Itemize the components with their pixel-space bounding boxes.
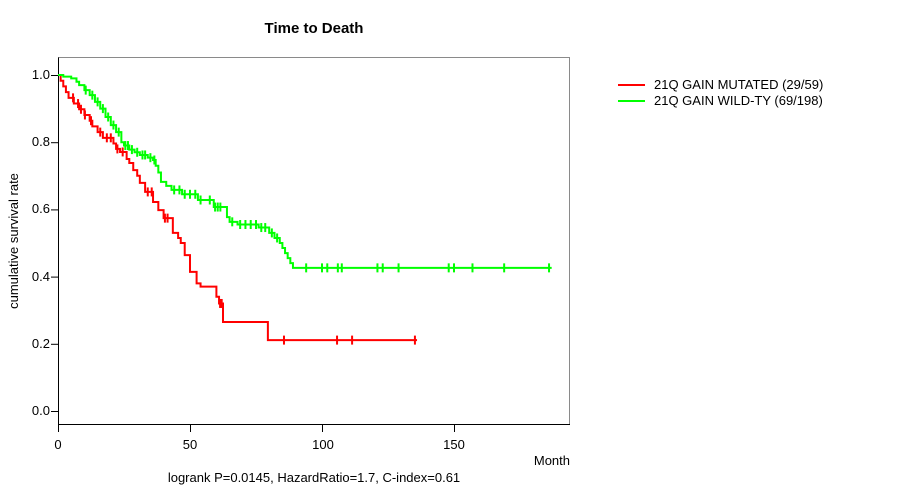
y-axis-title: cumulative survival rate — [6, 173, 21, 309]
ytick-label-1.0: 1.0 — [31, 67, 50, 82]
ytick-label-0.6: 0.6 — [31, 201, 50, 216]
ytick-label-0.8: 0.8 — [31, 134, 50, 149]
survival-curves — [58, 74, 552, 345]
km-curve-1 — [58, 74, 552, 269]
legend-label-wildtype: 21Q GAIN WILD-TY (69/198) — [654, 93, 823, 108]
xtick-label-0: 0 — [54, 437, 62, 452]
legend-item-mutated: 21Q GAIN MUTATED (29/59) — [618, 77, 823, 93]
ytick-label-0.0: 0.0 — [31, 403, 50, 418]
legend-label-mutated: 21Q GAIN MUTATED (29/59) — [654, 77, 824, 92]
km-curve-0 — [58, 74, 418, 342]
ytick-label-0.4: 0.4 — [31, 269, 50, 284]
legend-item-wildtype: 21Q GAIN WILD-TY (69/198) — [618, 93, 823, 109]
xtick-label-100: 100 — [312, 437, 334, 452]
xtick-label-150: 150 — [443, 437, 465, 452]
legend-line-wildtype-icon — [618, 100, 645, 102]
plot-box — [58, 57, 570, 425]
stats-annotation: logrank P=0.0145, HazardRatio=1.7, C-ind… — [167, 470, 461, 485]
tick-marks — [51, 75, 455, 432]
ytick-label-0.2: 0.2 — [31, 336, 50, 351]
axis-lines — [58, 57, 570, 425]
x-axis-title: Month — [533, 453, 570, 468]
legend: 21Q GAIN MUTATED (29/59) 21Q GAIN WILD-T… — [618, 77, 823, 109]
legend-line-mutated-icon — [618, 84, 645, 86]
chart-title: Time to Death — [264, 20, 364, 37]
xtick-label-50: 50 — [182, 437, 198, 452]
